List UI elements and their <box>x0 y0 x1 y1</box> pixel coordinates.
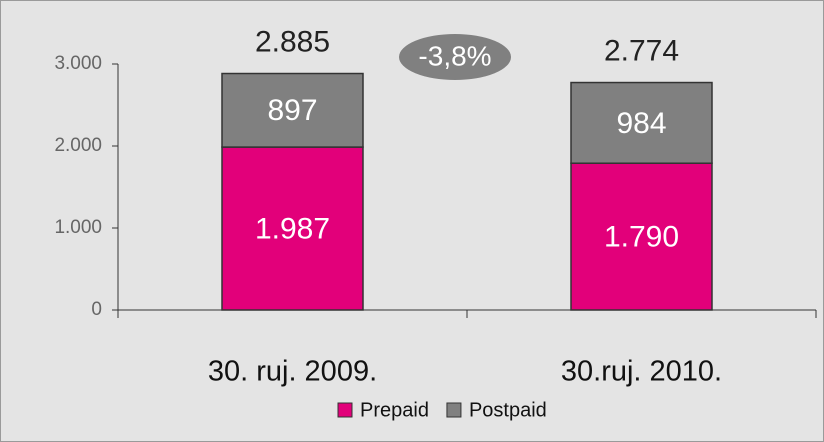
bar-segment <box>570 81 713 164</box>
x-tick-label: 30.ruj. 2010. <box>561 356 722 388</box>
total-label: 2.885 <box>255 25 330 58</box>
value-label: 984 <box>616 107 666 140</box>
x-tick-label: 30. ruj. 2009. <box>208 356 377 388</box>
value-label: 897 <box>267 94 317 127</box>
legend-label: Postpaid <box>469 399 547 421</box>
total-label: 2.774 <box>604 34 679 67</box>
change-badge <box>399 34 511 80</box>
legend-swatch <box>337 402 353 418</box>
change-label: -3,8% <box>418 40 491 71</box>
y-tick-label: 2.000 <box>54 135 102 156</box>
value-label: 1.790 <box>604 221 679 254</box>
y-tick-label: 1.000 <box>54 217 102 238</box>
bar-segment <box>221 146 364 311</box>
y-tick-label: 0 <box>91 299 102 320</box>
bar-segment <box>570 162 713 311</box>
value-label: 1.987 <box>255 212 330 245</box>
legend-swatch <box>446 402 462 418</box>
y-tick-label: 3.000 <box>54 53 102 74</box>
legend-label: Prepaid <box>360 399 429 421</box>
bar-segment <box>221 72 364 148</box>
